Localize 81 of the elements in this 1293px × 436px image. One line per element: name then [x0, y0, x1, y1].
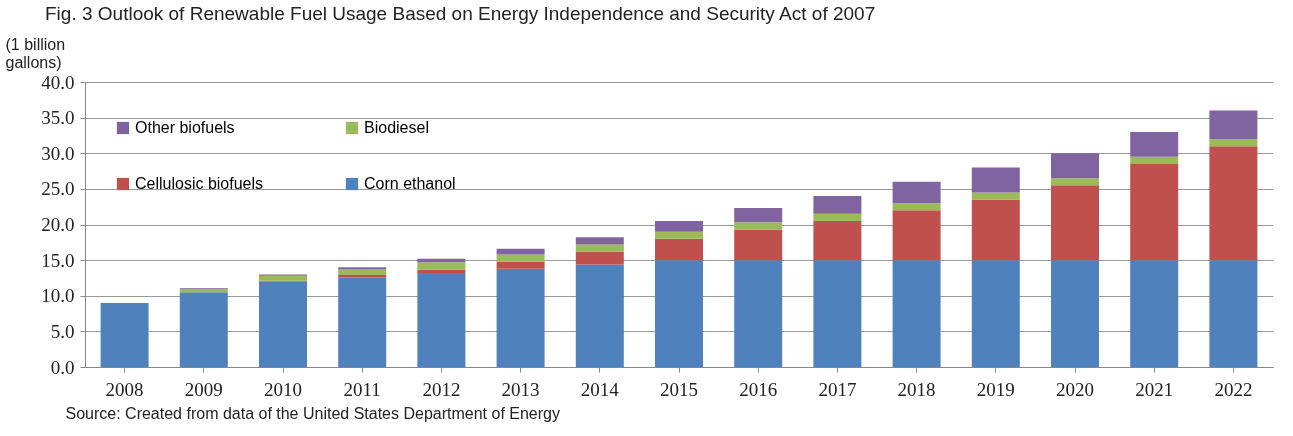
x-tick-label: 2020 [1056, 378, 1094, 400]
bar [1209, 110, 1258, 139]
legend-label: Biodiesel [364, 119, 429, 136]
x-tick-label: 2016 [739, 378, 778, 400]
bar [179, 292, 228, 367]
bar [892, 203, 941, 211]
bar [892, 260, 941, 367]
bar [971, 260, 1020, 367]
y-tick-label: 10.0 [41, 285, 75, 307]
bar [734, 208, 783, 223]
bar [655, 231, 703, 239]
bar [338, 275, 387, 278]
y-tick-label: 5.0 [50, 320, 75, 342]
bar [575, 251, 624, 265]
bar [100, 302, 149, 367]
bar [575, 237, 624, 245]
x-tick-label: 2008 [105, 378, 144, 400]
x-tick-label: 2013 [501, 378, 540, 400]
legend-label: Cellulosic biofuels [135, 175, 264, 192]
bar [1130, 131, 1179, 157]
legend-label: Corn ethanol [364, 175, 456, 192]
y-axis-title: (1 billion gallons) [5, 35, 66, 71]
x-tick-label: 2009 [184, 378, 223, 400]
bar [1209, 146, 1258, 261]
x-tick-label: 2017 [818, 378, 857, 400]
bar [1130, 260, 1179, 367]
bar [971, 192, 1020, 200]
bar [575, 244, 624, 252]
bar [496, 254, 545, 262]
bar [417, 269, 466, 273]
y-tick-label: 20.0 [41, 214, 75, 235]
y-tick-label: 35.0 [41, 107, 75, 129]
bar [1130, 163, 1179, 261]
bar [813, 213, 862, 221]
source-note: Source: Created from data of the United States Department of Energy [65, 404, 560, 422]
x-tick-label: 2019 [976, 378, 1015, 400]
bar [813, 260, 862, 367]
y-tick-label: 15.0 [41, 249, 75, 271]
bar [1209, 260, 1258, 367]
legend-label: Other biofuels [135, 119, 235, 136]
y-tick-label: 40.0 [41, 71, 75, 93]
bar [1051, 153, 1099, 179]
bar [734, 260, 783, 367]
bar [813, 196, 862, 214]
bar [1051, 260, 1099, 367]
bar [259, 275, 307, 281]
bar [575, 264, 624, 367]
bar [1209, 139, 1258, 147]
bar [971, 167, 1020, 193]
bar [813, 220, 862, 261]
bar [496, 268, 545, 367]
bar [734, 222, 783, 230]
bar [338, 269, 387, 276]
x-tick-label: 2010 [264, 378, 302, 400]
bar [417, 272, 466, 367]
x-tick-label: 2011 [343, 378, 381, 400]
x-tick-label: 2022 [1214, 378, 1253, 400]
y-tick-label: 0.0 [50, 356, 75, 378]
bar [892, 210, 941, 261]
bar [734, 229, 783, 261]
bar [655, 220, 703, 232]
x-tick-label: 2014 [580, 378, 620, 400]
bar [496, 261, 545, 269]
bar [1051, 178, 1099, 186]
x-tick-label: 2012 [422, 378, 461, 400]
bar [655, 260, 703, 367]
bar [259, 281, 307, 367]
bar [892, 181, 941, 204]
bar [1130, 156, 1179, 164]
bar [417, 262, 466, 270]
x-tick-label: 2021 [1135, 378, 1174, 400]
x-tick-label: 2018 [897, 378, 936, 400]
x-tick-label: 2015 [660, 378, 698, 400]
bar [1051, 185, 1099, 261]
bar [655, 238, 703, 261]
bar [971, 199, 1020, 261]
chart-title: Fig. 3 Outlook of Renewable Fuel Usage Based on Energy Independence and Security Act of 2007 [45, 3, 876, 24]
bar [338, 267, 387, 270]
bar [338, 277, 387, 367]
y-tick-label: 30.0 [41, 142, 75, 164]
y-tick-label: 25.0 [41, 178, 75, 200]
